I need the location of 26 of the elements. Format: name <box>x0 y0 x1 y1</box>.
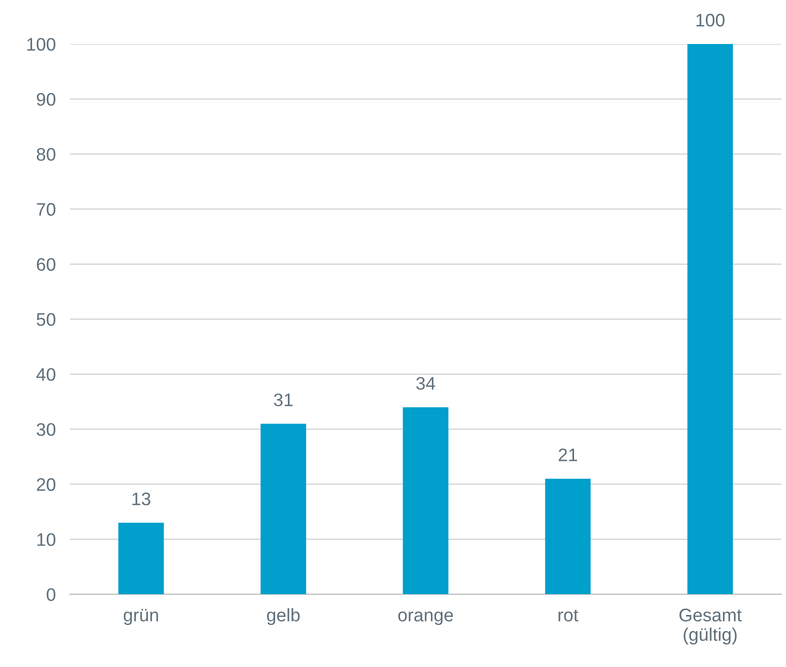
data-label: 100 <box>696 14 725 27</box>
y-tick-label: 100 <box>27 38 56 51</box>
y-tick-label: 20 <box>36 478 56 491</box>
x-tick-label: rot <box>558 610 578 622</box>
y-tick-label: 30 <box>36 423 56 436</box>
y-tick-label: 50 <box>36 313 56 326</box>
y-tick-label: 40 <box>36 368 56 381</box>
bar <box>545 478 591 594</box>
data-label: 31 <box>274 393 293 406</box>
x-tick-label: orange <box>398 612 453 626</box>
y-tick-label: 70 <box>36 203 56 216</box>
data-label: 13 <box>132 492 150 506</box>
y-tick-label: 60 <box>36 258 56 271</box>
bar <box>687 44 733 594</box>
data-label: 34 <box>416 376 436 390</box>
x-tick-label: grün <box>124 608 158 626</box>
y-tick-label: 90 <box>36 92 56 106</box>
x-tick-label: Gesamt (gültig) <box>679 608 742 644</box>
y-tick-label: 80 <box>36 148 56 161</box>
x-tick-label: gelb <box>267 608 300 626</box>
bar <box>402 407 448 594</box>
bar <box>118 522 164 594</box>
y-tick-label: 10 <box>37 533 56 546</box>
data-label: 21 <box>558 448 578 462</box>
bar <box>260 424 306 594</box>
y-tick-label: 0 <box>46 588 56 602</box>
